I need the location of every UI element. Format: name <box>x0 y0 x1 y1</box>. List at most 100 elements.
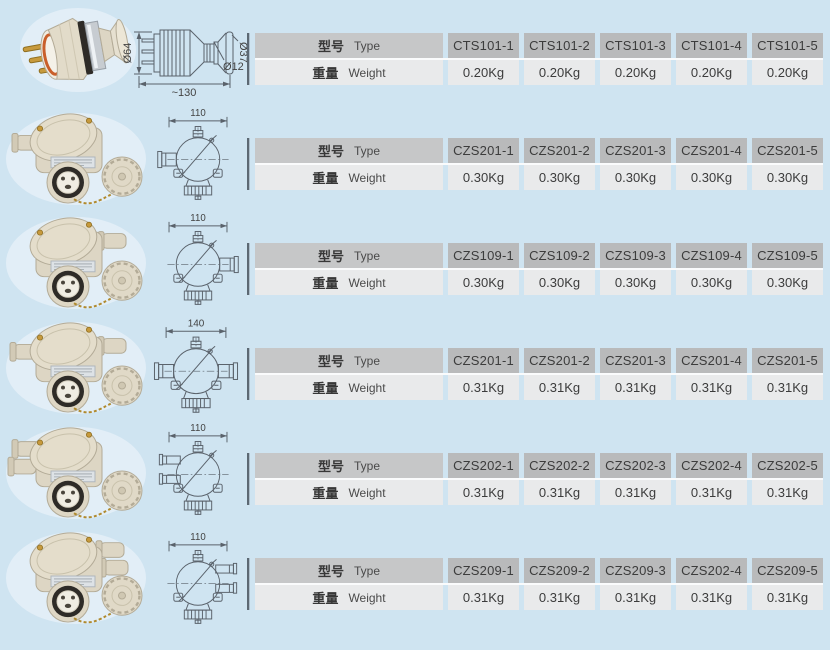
dimension-label-width: 140 <box>188 318 205 329</box>
weight-cell: 0.30Kg <box>524 270 595 295</box>
socket-dimension-drawing: 110 <box>157 108 230 201</box>
weight-header-cell: 重量 Weight <box>255 165 443 190</box>
weight-header-cell: 重量 Weight <box>255 60 443 85</box>
model-cell: CZS209-1 <box>448 558 519 583</box>
weight-label-en: Weight <box>348 275 386 290</box>
table-divider-rule <box>247 33 250 85</box>
type-label-zh: 型号 <box>317 144 344 159</box>
weight-label-en: Weight <box>348 485 386 500</box>
weight-cell: 0.30Kg <box>448 270 519 295</box>
watertight-plug-photo <box>20 8 136 92</box>
model-cell: CZS201-2 <box>524 348 595 373</box>
weight-cell: 0.31Kg <box>448 375 519 400</box>
model-cell: CZS202-4 <box>676 453 747 478</box>
spec-table-5: 型号 Type CZS202-1 CZS202-2 CZS202-3 CZS20… <box>255 453 823 505</box>
type-label-en: Type <box>354 353 381 368</box>
weight-cell: 0.20Kg <box>676 60 747 85</box>
weight-header-cell: 重量 Weight <box>255 270 443 295</box>
weight-cell: 0.31Kg <box>524 585 595 610</box>
weight-cell: 0.31Kg <box>524 375 595 400</box>
dimension-label-width: 110 <box>190 532 205 543</box>
type-header-cell: 型号 Type <box>255 243 443 268</box>
model-cell: CZS209-3 <box>600 558 671 583</box>
type-header-cell: 型号 Type <box>255 558 443 583</box>
weight-cell: 0.31Kg <box>600 375 671 400</box>
weight-cell: 0.30Kg <box>524 165 595 190</box>
type-label-en: Type <box>354 143 381 158</box>
type-label-en: Type <box>354 248 381 263</box>
weight-cell: 0.20Kg <box>448 60 519 85</box>
weight-cell: 0.31Kg <box>752 480 823 505</box>
table-divider-rule <box>247 243 250 295</box>
type-header-cell: 型号 Type <box>255 138 443 163</box>
socket-dimension-drawing: 110 <box>166 532 238 625</box>
dimension-label-body-diameter: Ø64 <box>122 43 134 64</box>
type-label-en: Type <box>354 458 381 473</box>
weight-cell: 0.20Kg <box>600 60 671 85</box>
model-cell: CZS201-4 <box>676 348 747 373</box>
model-cell: CZS109-4 <box>676 243 747 268</box>
weight-cell: 0.31Kg <box>448 480 519 505</box>
dimension-label-width: 110 <box>190 423 205 434</box>
watertight-socket-photo <box>6 108 146 206</box>
weight-cell: 0.31Kg <box>600 480 671 505</box>
model-cell: CZS209-2 <box>524 558 595 583</box>
weight-cell: 0.30Kg <box>600 165 671 190</box>
model-cell: CZS201-1 <box>448 348 519 373</box>
weight-label-en: Weight <box>348 590 386 605</box>
weight-label-zh: 重量 <box>312 486 339 501</box>
weight-cell: 0.31Kg <box>676 375 747 400</box>
weight-cell: 0.30Kg <box>600 270 671 295</box>
type-label-zh: 型号 <box>317 564 344 579</box>
model-cell: CTS101-5 <box>752 33 823 58</box>
watertight-socket-photo <box>6 212 146 310</box>
model-cell: CZS202-2 <box>524 453 595 478</box>
weight-cell: 0.31Kg <box>676 585 747 610</box>
table-divider-rule <box>247 348 250 400</box>
dimension-label-pin-diameter: Ø12 <box>223 61 244 73</box>
type-label-zh: 型号 <box>317 39 344 54</box>
type-label-zh: 型号 <box>317 249 344 264</box>
model-cell: CZS202-4 <box>676 558 747 583</box>
spec-table-1: 型号 Type CTS101-1 CTS101-2 CTS101-3 CTS10… <box>255 33 823 85</box>
dimension-label-width: 110 <box>190 108 205 119</box>
weight-label-zh: 重量 <box>312 171 339 186</box>
dimension-label-length: ~130 <box>172 87 197 98</box>
weight-label-zh: 重量 <box>312 591 339 606</box>
spec-table-3: 型号 Type CZS109-1 CZS109-2 CZS109-3 CZS10… <box>255 243 823 295</box>
weight-cell: 0.31Kg <box>752 375 823 400</box>
dimension-label-width: 110 <box>190 213 205 224</box>
socket-dimension-drawing: 110 <box>158 423 230 516</box>
weight-header-cell: 重量 Weight <box>255 480 443 505</box>
watertight-socket-photo <box>6 422 146 520</box>
plug-dimension-drawing: Ø64 ~130 Ø37 Ø12 <box>122 29 248 98</box>
model-cell: CZS201-1 <box>448 138 519 163</box>
type-label-zh: 型号 <box>317 354 344 369</box>
spec-table-2: 型号 Type CZS201-1 CZS201-2 CZS201-3 CZS20… <box>255 138 823 190</box>
weight-cell: 0.20Kg <box>524 60 595 85</box>
model-cell: CTS101-3 <box>600 33 671 58</box>
model-cell: CZS109-1 <box>448 243 519 268</box>
table-divider-rule <box>247 453 250 505</box>
weight-label-en: Weight <box>348 65 386 80</box>
weight-cell: 0.30Kg <box>676 165 747 190</box>
socket-dimension-drawing: 140 <box>153 318 239 414</box>
weight-cell: 0.31Kg <box>600 585 671 610</box>
weight-cell: 0.30Kg <box>752 270 823 295</box>
weight-label-en: Weight <box>348 380 386 395</box>
weight-label-en: Weight <box>348 170 386 185</box>
model-cell: CZS201-5 <box>752 348 823 373</box>
weight-header-cell: 重量 Weight <box>255 375 443 400</box>
weight-cell: 0.30Kg <box>752 165 823 190</box>
model-cell: CZS202-3 <box>600 453 671 478</box>
socket-dimension-drawing: 110 <box>166 213 239 306</box>
model-cell: CTS101-2 <box>524 33 595 58</box>
model-cell: CTS101-1 <box>448 33 519 58</box>
type-header-cell: 型号 Type <box>255 453 443 478</box>
type-label-en: Type <box>354 563 381 578</box>
model-cell: CZS201-4 <box>676 138 747 163</box>
weight-cell: 0.31Kg <box>752 585 823 610</box>
table-divider-rule <box>247 138 250 190</box>
weight-cell: 0.30Kg <box>448 165 519 190</box>
